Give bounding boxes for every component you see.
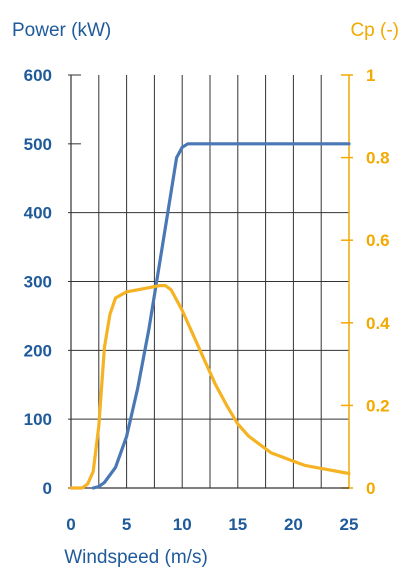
series-layer [69, 142, 351, 490]
tick-labels: 0 5 10 15 20 25 0 100 200 300 400 500 600 0 0.2 0.4 0.6 0… [24, 66, 391, 534]
left-y-tick-label: 500 [24, 135, 52, 154]
cp-series-line [69, 284, 351, 490]
left-y-tick-label: 600 [24, 66, 52, 85]
chart-grid [68, 74, 353, 489]
left-y-tick-label: 200 [24, 341, 52, 360]
x-tick-label: 20 [284, 515, 303, 534]
x-tick-label: 15 [228, 515, 247, 534]
left-y-tick-label: 300 [24, 273, 52, 292]
x-tick-label: 0 [66, 515, 75, 534]
x-tick-label: 25 [340, 515, 359, 534]
right-y-tick-label: 0.2 [366, 396, 390, 415]
right-y-tick-label: 0.8 [366, 149, 390, 168]
power-series-line [91, 142, 351, 490]
right-y-tick-label: 0 [366, 479, 375, 498]
right-y-tick-label: 1 [366, 66, 375, 85]
x-tick-label: 10 [173, 515, 192, 534]
right-y-tick-label: 0.4 [366, 314, 390, 333]
left-y-tick-label: 400 [24, 204, 52, 223]
x-axis-title: Windspeed (m/s) [64, 547, 208, 568]
right-y-tick-label: 0.6 [366, 231, 390, 250]
left-y-tick-label: 100 [24, 410, 52, 429]
left-axis-title: Power (kW) [12, 20, 111, 41]
right-axis-title: Cp (-) [350, 20, 399, 41]
x-tick-label: 5 [122, 515, 131, 534]
left-y-tick-label: 0 [43, 479, 52, 498]
